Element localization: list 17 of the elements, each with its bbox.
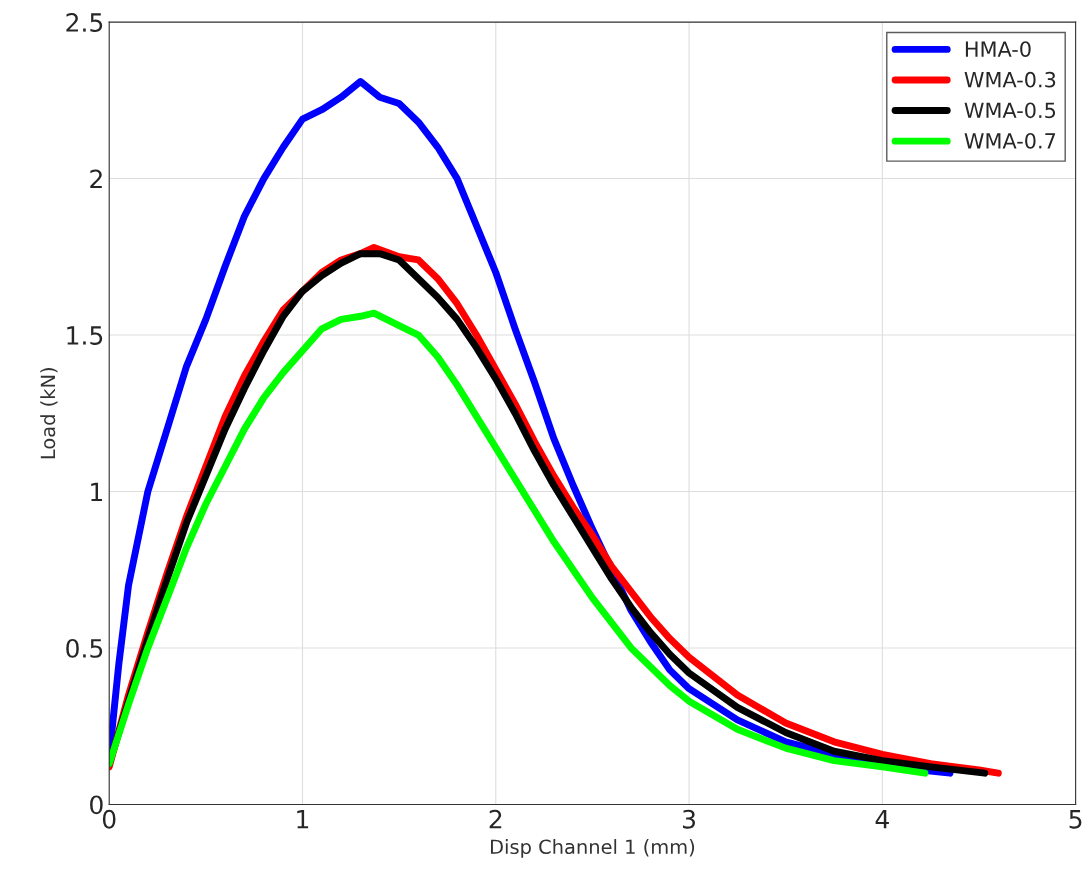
legend-label: HMA-0 <box>965 41 1031 57</box>
x-tick-label: 4 <box>875 810 889 829</box>
x-tick-label: 3 <box>683 809 695 829</box>
y-tick-label: 2 <box>90 169 102 189</box>
y-tick-label: 2.5 <box>66 13 103 32</box>
x-axis-title: Disp Channel 1 (mm) <box>491 839 695 858</box>
x-tick-label: 5 <box>1069 810 1082 829</box>
y-tick-label: 1.5 <box>67 326 103 345</box>
legend-label: WMA-0.5 <box>964 102 1056 119</box>
y-tick-label: 0 <box>90 795 103 815</box>
legend-label: WMA-0.7 <box>964 132 1056 149</box>
y-axis-title: Load (kN) <box>40 368 58 459</box>
legend-label: WMA-0.3 <box>964 71 1056 88</box>
x-tick-label: 1 <box>297 810 309 829</box>
y-tick-label: 1 <box>91 482 103 501</box>
y-tick-label: 0.5 <box>66 638 103 658</box>
x-tick-label: 2 <box>489 809 502 829</box>
